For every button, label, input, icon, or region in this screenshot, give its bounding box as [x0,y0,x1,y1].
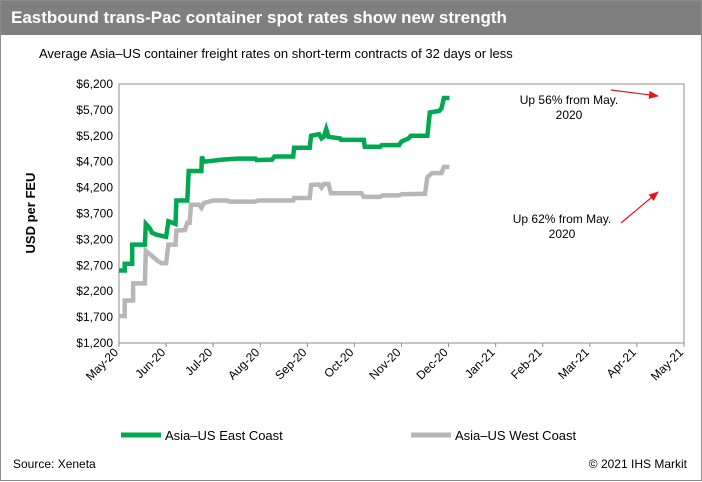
x-tick-label: Mar-21 [555,345,592,382]
x-tick-label: Jul-20 [182,345,215,378]
title-bar: Eastbound trans-Pac container spot rates… [1,1,701,35]
y-axis-label: USD per FEU [23,173,38,254]
y-tick-label: $2,200 [76,284,113,298]
y-tick-label: $1,700 [76,310,113,324]
annotation-east-line2: 2020 [556,108,583,122]
x-axis: May-20 Jun-20 Jul-20 Aug-20 Sep-20 Oct-20 Nov-… [83,343,686,383]
x-tick-label: May-21 [648,345,686,383]
x-tick-label: Jun-20 [132,345,168,381]
x-tick-label: Sep-20 [272,345,309,382]
x-tick-label: Feb-21 [508,345,545,382]
chart-title: Eastbound trans-Pac container spot rates… [11,8,507,27]
y-tick-label: $4,700 [76,155,113,169]
y-tick-label: $6,200 [76,77,113,91]
x-tick-label: Nov-20 [366,345,403,382]
annotation-west-line2: 2020 [549,227,576,241]
annotation-west-line1: Up 62% from May. [513,212,611,226]
annotation-west: Up 62% from May. 2020 [513,191,659,241]
x-tick-label: Dec-20 [413,345,450,382]
y-axis: $1,200 $1,700 $2,200 $2,700 $3,200 $3,700 $4,2… [76,77,113,350]
legend: Asia–US East Coast Asia–US West Coast [121,428,577,443]
y-tick-label: $3,200 [76,232,113,246]
x-tick-label: May-20 [83,345,121,383]
x-tick-label: Oct-20 [321,345,357,381]
legend-west-label: Asia–US West Coast [455,428,577,443]
series-line-east-coast [119,95,450,273]
y-tick-label: $4,200 [76,181,113,195]
series-line-west-coast [119,164,450,319]
copyright-note: © 2021 IHS Markit [588,457,687,471]
annotation-east-arrow [610,89,659,99]
x-tick-label: Aug-20 [225,345,262,382]
x-tick-label: Jan-21 [462,345,498,381]
series-layer [119,95,450,319]
y-tick-label: $3,700 [76,207,113,221]
x-tick-label: Apr-21 [604,345,640,381]
y-tick-label: $5,200 [76,129,113,143]
annotation-east-line1: Up 56% from May. [520,93,618,107]
y-tick-label: $2,700 [76,258,113,272]
source-note: Source: Xeneta [13,457,96,471]
chart-subtitle: Average Asia–US container freight rates … [39,46,513,61]
y-tick-label: $1,200 [76,336,113,350]
annotation-east: Up 56% from May. 2020 [520,89,659,122]
y-tick-label: $5,700 [76,103,113,117]
legend-east-label: Asia–US East Coast [165,428,283,443]
annotation-west-arrow [620,191,659,224]
